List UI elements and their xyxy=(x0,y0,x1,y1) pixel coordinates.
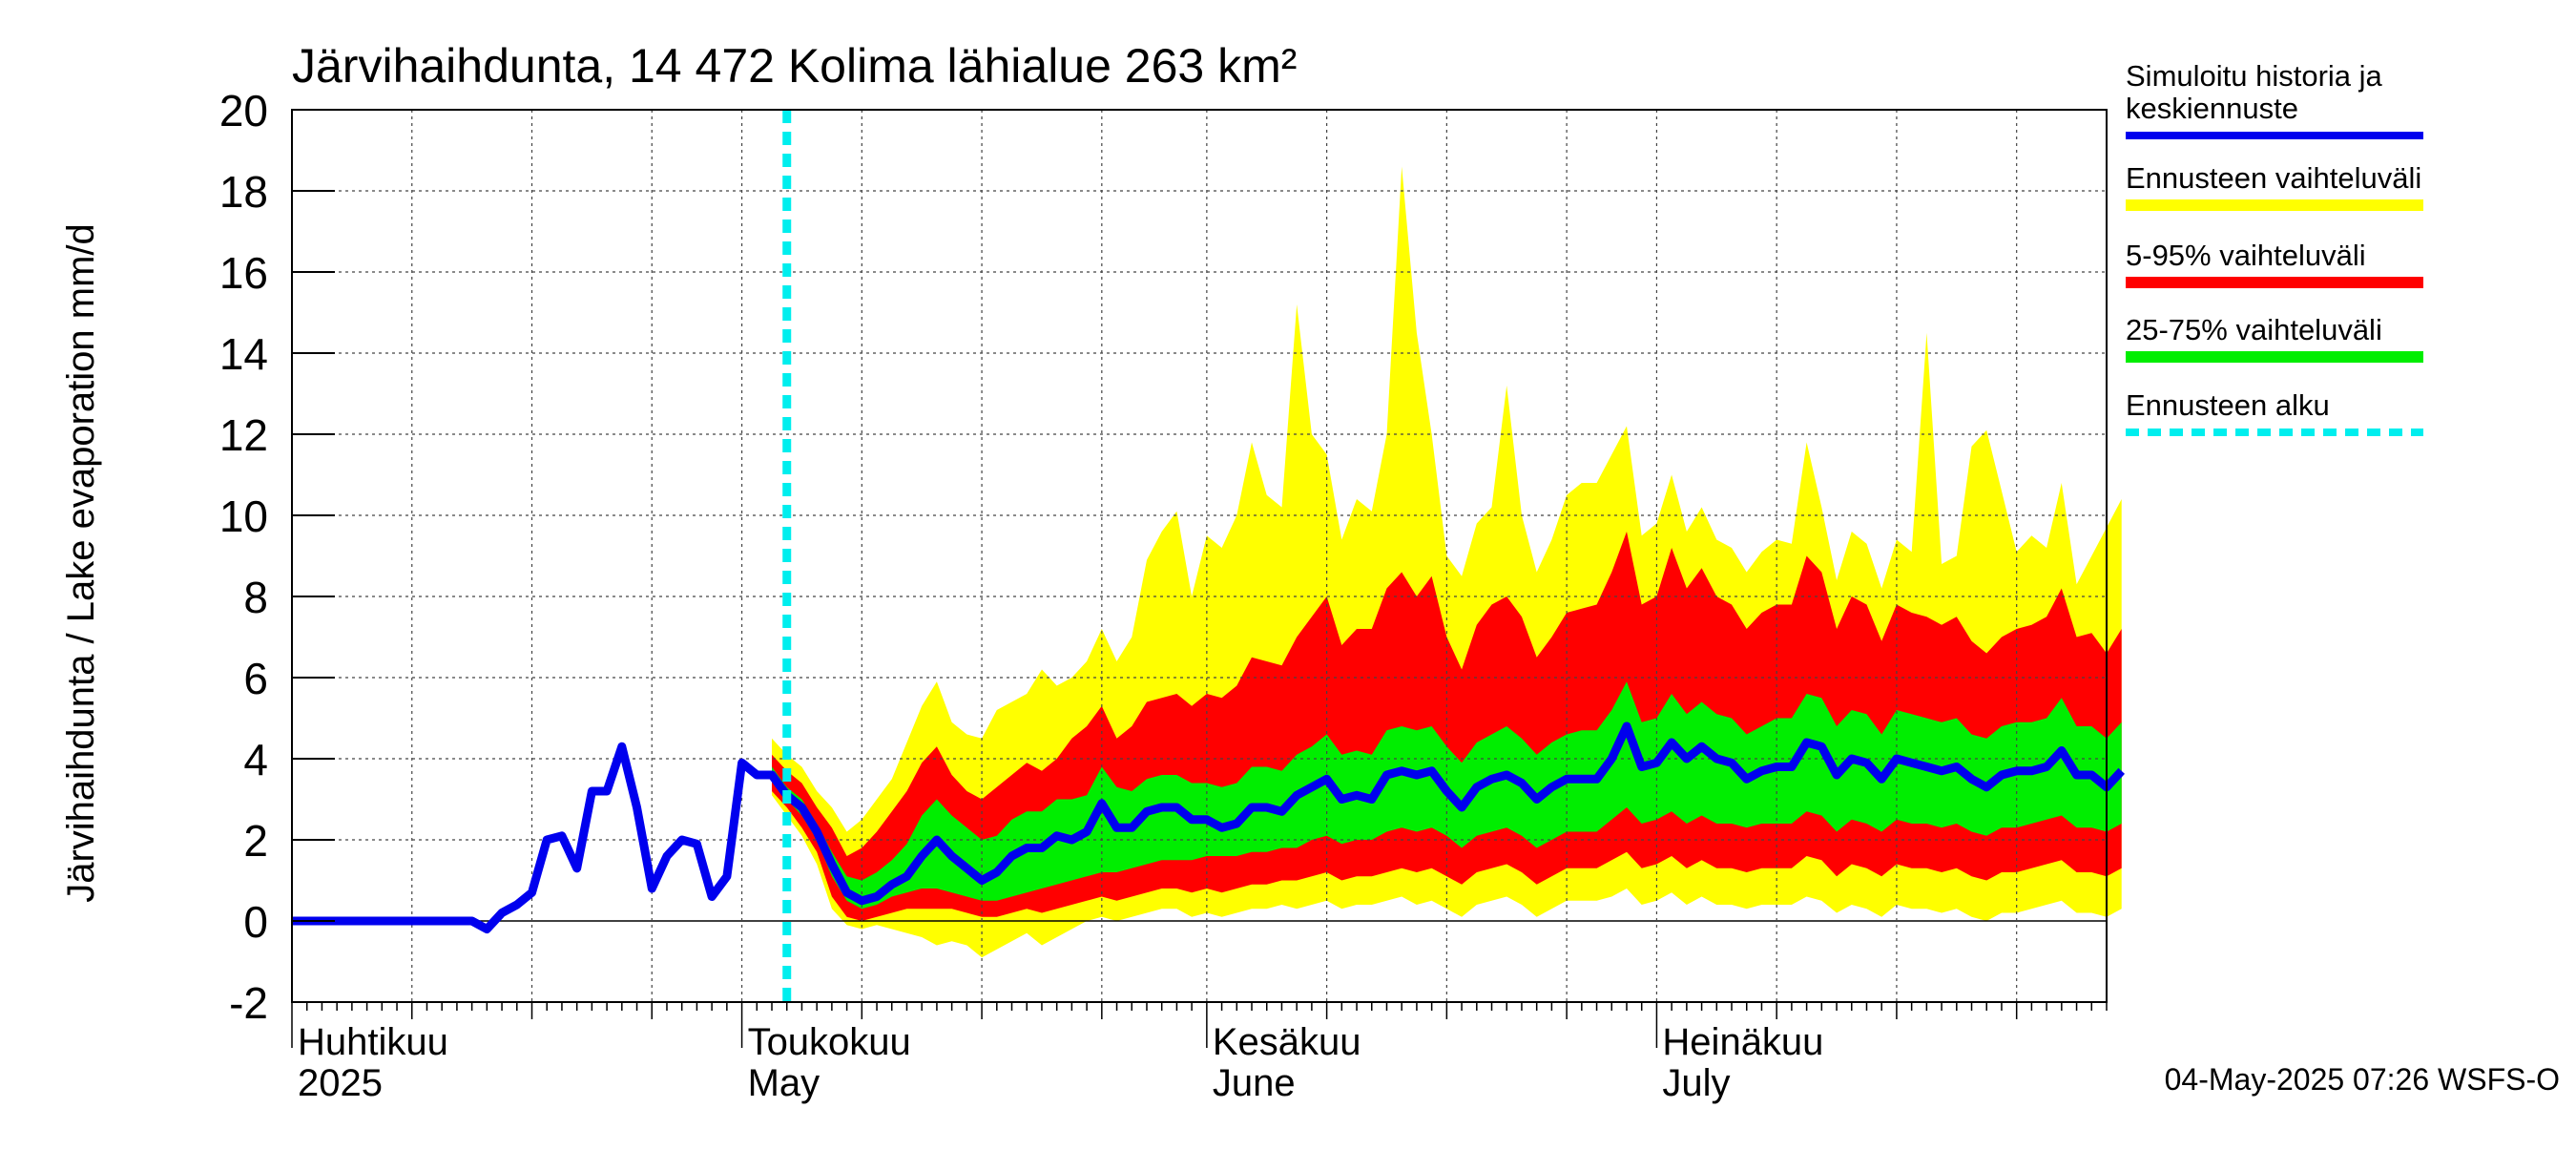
x-month-label-en: July xyxy=(1662,1062,1730,1104)
series-median-line xyxy=(292,721,2126,933)
y-tick-label: 0 xyxy=(243,897,268,947)
y-tick-label: 12 xyxy=(219,410,268,460)
y-tick-label: -2 xyxy=(229,978,268,1028)
y-axis-label: Järvihaihdunta / Lake evaporation mm/d xyxy=(60,223,102,903)
legend-label: keskiennuste xyxy=(2126,92,2298,125)
chart-title: Järvihaihdunta, 14 472 Kolima lähialue 2… xyxy=(292,39,1297,93)
y-tick-label: 14 xyxy=(219,329,268,379)
timestamp: 04-May-2025 07:26 WSFS-O xyxy=(2165,1062,2560,1097)
x-month-label-fi: Toukokuu xyxy=(748,1021,911,1063)
y-tick-label: 4 xyxy=(243,735,268,784)
plot-frame xyxy=(291,109,2108,1003)
legend-label: 25-75% vaihteluväli xyxy=(2126,313,2382,346)
y-tick-label: 20 xyxy=(219,86,268,136)
y-tick-label: 8 xyxy=(243,573,268,622)
y-tick-label: 2 xyxy=(243,816,268,866)
legend-label: Ennusteen alku xyxy=(2126,388,2330,422)
x-month-label-en: June xyxy=(1213,1062,1296,1104)
x-month-label-en: May xyxy=(748,1062,821,1104)
legend-label: 5-95% vaihteluväli xyxy=(2126,239,2366,272)
x-month-label-fi: Heinäkuu xyxy=(1662,1021,1823,1063)
y-tick-label: 6 xyxy=(243,654,268,703)
x-month-label-fi: Huhtikuu xyxy=(298,1021,448,1063)
legend-label: Ennusteen vaihteluväli xyxy=(2126,161,2421,195)
y-tick-label: 10 xyxy=(219,491,268,541)
y-tick-label: 18 xyxy=(219,167,268,217)
y-tick-label: 16 xyxy=(219,248,268,298)
x-month-label-en: 2025 xyxy=(298,1062,383,1104)
x-month-label-fi: Kesäkuu xyxy=(1213,1021,1361,1063)
legend-label: Simuloitu historia ja xyxy=(2126,59,2383,93)
